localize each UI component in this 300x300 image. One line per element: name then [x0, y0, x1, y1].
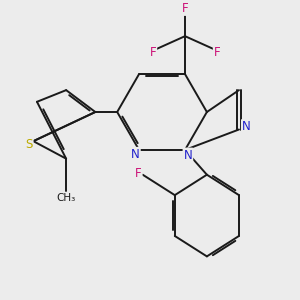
Text: F: F — [182, 2, 188, 15]
Text: CH₃: CH₃ — [56, 193, 76, 203]
Text: F: F — [150, 46, 156, 59]
Text: N: N — [242, 120, 250, 133]
Text: F: F — [214, 46, 220, 59]
Text: N: N — [131, 148, 140, 161]
Text: F: F — [135, 167, 142, 180]
Text: S: S — [25, 138, 33, 151]
Text: N: N — [184, 148, 192, 161]
